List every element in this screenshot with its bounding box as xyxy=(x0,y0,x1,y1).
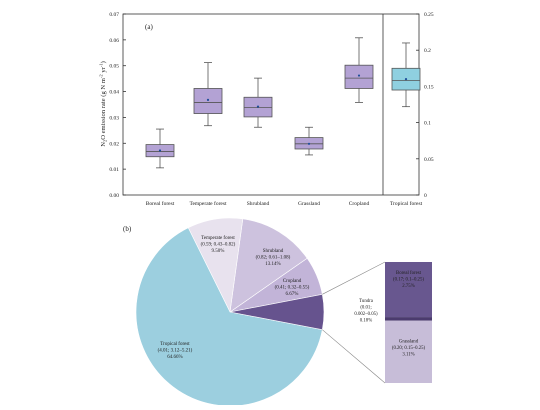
boreal-label-line: Boreal forest xyxy=(396,271,422,276)
panel-a-label: (a) xyxy=(145,23,153,31)
category-label: Grassland xyxy=(298,201,320,207)
pie-chart xyxy=(135,217,325,407)
right-y-axis: 0 0.05 0.1 0.15 0.2 0.25 xyxy=(416,12,434,199)
left-y-axis: 0.00 0.01 0.02 0.03 0.04 0.05 0.06 0.07 xyxy=(109,12,126,199)
right-tick-label: 0.1 xyxy=(424,121,431,127)
mean-marker xyxy=(307,142,311,145)
grassland-label-line: (0.20; 0.15–0.25) xyxy=(392,346,426,351)
grassland-label-line: 3.11% xyxy=(402,353,414,358)
tundra-label-line: (0.01; xyxy=(360,306,371,311)
category-label: Cropland xyxy=(349,201,370,207)
pie-slice-others xyxy=(229,293,325,331)
mean-marker xyxy=(357,74,361,77)
connector-bottom xyxy=(322,329,386,384)
boreal-label-line: 2.75% xyxy=(402,284,414,289)
left-tick-label: 0.04 xyxy=(109,90,119,96)
box-iqr xyxy=(193,88,223,114)
pie-label-line: (0.82; 0.61–1.08) xyxy=(256,256,291,261)
connector-top xyxy=(322,261,386,295)
right-tick-label: 0.2 xyxy=(424,48,431,54)
pie-slice-shrubland xyxy=(229,218,308,313)
pie-labels: Tropical forest (4.01; 3.12–5.21)64.66% Te… xyxy=(158,236,310,360)
right-tick-label: 0.05 xyxy=(424,157,434,163)
right-tick-label: 0.15 xyxy=(424,84,434,90)
tundra-label-line: Tundra xyxy=(359,299,374,304)
left-tick-label: 0.05 xyxy=(109,64,119,70)
category-label: Temperate forest xyxy=(189,200,226,207)
pie-label-line: 9.50% xyxy=(212,249,225,254)
tundra-label-line: 0.002–0.05) xyxy=(354,312,378,317)
left-tick-label: 0.06 xyxy=(109,38,119,44)
pie-label-line: (0.59; 0.43–0.82) xyxy=(201,243,236,248)
pie-label-line: 13.14% xyxy=(265,262,280,267)
panel-a-box-plot: (a) N2O emission rate (g N m-2 yr-1) 0.0… xyxy=(99,12,434,207)
category-label: Tropical forest xyxy=(390,200,423,207)
category-label: Boreal forest xyxy=(146,200,175,207)
y-axis-label: N2O emission rate (g N m-2 yr-1) xyxy=(99,61,108,147)
left-tick-label: 0.00 xyxy=(109,193,119,199)
category-label: Shrubland xyxy=(247,201,270,207)
mean-marker xyxy=(206,98,210,101)
breakout-boreal-forest xyxy=(385,262,432,318)
mean-marker xyxy=(256,105,260,108)
panel-b-pie: (b) Tropical forest (4.01; 3.12–5.21)64.6… xyxy=(123,217,432,407)
grassland-label-line: Grassland xyxy=(399,340,419,345)
right-tick-label: 0 xyxy=(424,193,427,199)
mean-marker xyxy=(158,149,162,152)
pie-label-line: Shrubland xyxy=(263,249,284,254)
plot-frame xyxy=(122,13,420,196)
box-grassland xyxy=(294,126,324,156)
pie-label-line: Temperate forest xyxy=(201,236,235,241)
box-shrubland xyxy=(243,77,273,128)
breakout-grassland xyxy=(385,320,432,383)
x-axis-categories: Boreal forest Temperate forest Shrubland Gr… xyxy=(146,200,423,207)
pie-label-line: (4.01; 3.12–5.21) xyxy=(158,349,193,354)
left-tick-label: 0.01 xyxy=(109,167,119,173)
breakout-tundra xyxy=(385,317,432,321)
box-series xyxy=(145,37,421,169)
pie-label-line: (0.41; 0.32–0.55) xyxy=(275,286,310,291)
left-tick-label: 0.02 xyxy=(109,141,119,147)
box-tropical-forest xyxy=(391,42,421,108)
panel-b-label: (b) xyxy=(123,225,132,233)
pie-label-line: Cropland xyxy=(283,279,302,284)
pie-label-line: 64.66% xyxy=(167,355,182,360)
pie-label-line: 6.67% xyxy=(286,292,299,297)
box-cropland xyxy=(344,37,374,103)
mean-marker xyxy=(404,78,408,81)
pie-slice-tropical-forest xyxy=(135,227,323,407)
box-temperate-forest xyxy=(193,62,223,127)
left-tick-label: 0.03 xyxy=(109,115,119,121)
box-iqr xyxy=(344,64,374,89)
box-boreal-forest xyxy=(145,128,175,169)
tundra-label-line: 0.18% xyxy=(360,319,372,324)
boreal-label-line: (0.17; 0.1–0.25) xyxy=(393,278,424,283)
right-tick-label: 0.25 xyxy=(424,12,434,18)
left-tick-label: 0.07 xyxy=(109,12,119,18)
pie-label-line: Tropical forest xyxy=(160,342,190,347)
breakout-bar: Boreal forest (0.17; 0.1–0.25)2.75% Grassl… xyxy=(322,261,432,384)
